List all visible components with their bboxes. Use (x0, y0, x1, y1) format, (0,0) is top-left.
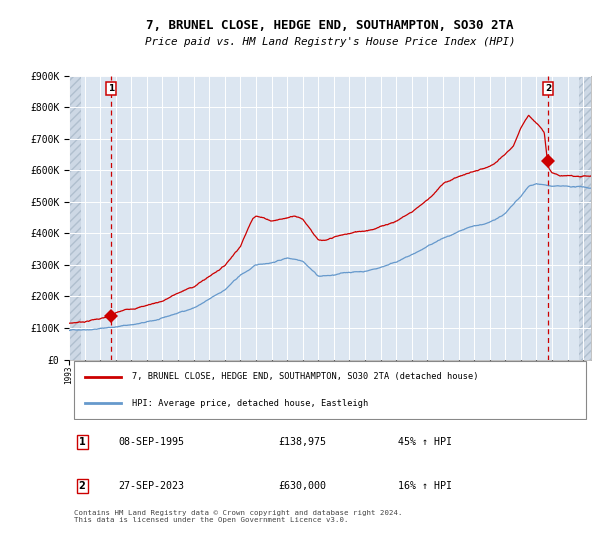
Text: 45% ↑ HPI: 45% ↑ HPI (398, 437, 452, 447)
Text: 7, BRUNEL CLOSE, HEDGE END, SOUTHAMPTON, SO30 2TA (detached house): 7, BRUNEL CLOSE, HEDGE END, SOUTHAMPTON,… (131, 372, 478, 381)
Text: Contains HM Land Registry data © Crown copyright and database right 2024.
This d: Contains HM Land Registry data © Crown c… (74, 510, 403, 523)
Text: £630,000: £630,000 (278, 481, 326, 491)
Polygon shape (69, 76, 80, 360)
Text: 1: 1 (79, 437, 85, 447)
Text: 08-SEP-1995: 08-SEP-1995 (119, 437, 185, 447)
Text: £138,975: £138,975 (278, 437, 326, 447)
Text: 2: 2 (545, 84, 551, 93)
Polygon shape (580, 76, 591, 360)
Text: Price paid vs. HM Land Registry's House Price Index (HPI): Price paid vs. HM Land Registry's House … (145, 37, 515, 47)
FancyBboxPatch shape (74, 361, 586, 419)
Text: 7, BRUNEL CLOSE, HEDGE END, SOUTHAMPTON, SO30 2TA: 7, BRUNEL CLOSE, HEDGE END, SOUTHAMPTON,… (146, 18, 514, 32)
Text: HPI: Average price, detached house, Eastleigh: HPI: Average price, detached house, East… (131, 399, 368, 408)
Text: 16% ↑ HPI: 16% ↑ HPI (398, 481, 452, 491)
Text: 27-SEP-2023: 27-SEP-2023 (119, 481, 185, 491)
Text: 2: 2 (79, 481, 85, 491)
Text: 1: 1 (108, 84, 114, 93)
